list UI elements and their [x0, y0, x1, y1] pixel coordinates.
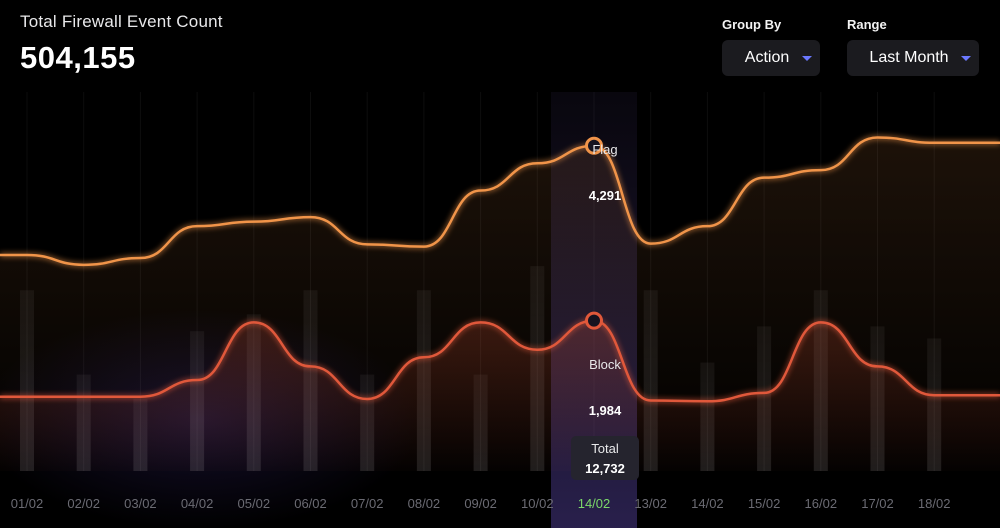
x-tick-label: 07/02 — [351, 496, 384, 511]
x-tick-label: 15/02 — [748, 496, 781, 511]
x-tick-label: 14/02 — [691, 496, 724, 511]
series-line-block — [0, 319, 1000, 403]
range-select[interactable]: Last Month — [847, 40, 979, 76]
x-tick-label: 10/02 — [521, 496, 554, 511]
x-tick-label: 06/02 — [294, 496, 327, 511]
x-tick-label: 18/02 — [918, 496, 951, 511]
tooltip-block-value: 1,984 — [588, 403, 622, 418]
range-value: Last Month — [869, 49, 949, 66]
series-area-block — [0, 320, 1000, 471]
x-tick-label: 01/02 — [11, 496, 44, 511]
tooltip-block-label: Block — [589, 357, 621, 372]
x-tick-label: 13/02 — [634, 496, 667, 511]
tooltip-total-box — [571, 436, 639, 480]
chevron-down-icon — [802, 55, 812, 61]
group-by-label: Group By — [722, 17, 782, 32]
x-tick-label: 16/02 — [805, 496, 838, 511]
x-tick-label: 09/02 — [464, 496, 497, 511]
x-tick-label: 17/02 — [861, 496, 894, 511]
tooltip-flag-value: 4,291 — [588, 188, 622, 203]
group-by-value: Action — [744, 49, 790, 66]
marker-block — [585, 311, 603, 330]
x-tick-label-active: 14/02 — [578, 496, 611, 511]
x-tick-label: 04/02 — [181, 496, 214, 511]
total-count: 504,155 — [20, 40, 136, 75]
x-tick-label: 05/02 — [238, 496, 271, 511]
range-label: Range — [847, 17, 887, 32]
marker-flag — [585, 136, 603, 155]
series-line-flag — [0, 136, 1000, 267]
tooltip-total-value: 12,732 — [585, 461, 625, 476]
x-tick-label: 08/02 — [408, 496, 441, 511]
x-tick-label: 02/02 — [67, 496, 100, 511]
group-by-select[interactable]: Action — [722, 40, 820, 76]
x-tick-label: 03/02 — [124, 496, 157, 511]
tooltip-total-label: Total — [591, 441, 619, 456]
chart-title: Total Firewall Event Count — [20, 12, 223, 31]
tooltip-flag-label: Flag — [592, 142, 618, 157]
chevron-down-icon — [961, 55, 971, 61]
